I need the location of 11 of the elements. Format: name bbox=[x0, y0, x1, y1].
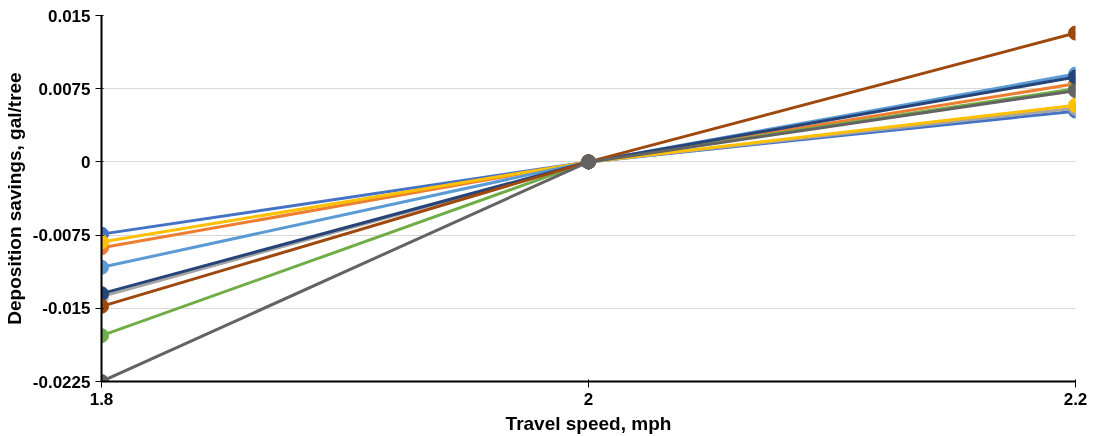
x-axis-title: Travel speed, mph bbox=[505, 412, 672, 434]
y-tick-label: 0.015 bbox=[47, 6, 91, 26]
y-tick-label: -0.015 bbox=[42, 299, 91, 319]
x-tick-label: 2 bbox=[583, 389, 594, 409]
y-tick-label: 0.0075 bbox=[38, 79, 91, 99]
x-tick-label: 1.8 bbox=[89, 389, 114, 409]
y-tick-label: 0 bbox=[81, 152, 91, 172]
y-axis-title: Deposition savings, gal/tree bbox=[3, 72, 25, 325]
y-tick-label: -0.0225 bbox=[32, 372, 91, 392]
x-tick-label: 2.2 bbox=[1063, 389, 1088, 409]
y-tick-label: -0.0075 bbox=[32, 226, 91, 246]
